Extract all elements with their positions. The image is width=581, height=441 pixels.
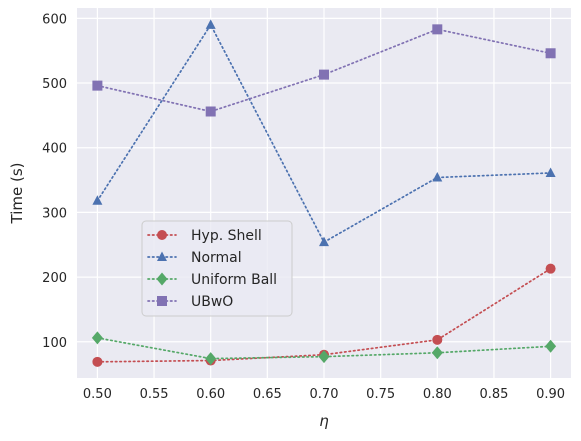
series-uniform-ball xyxy=(91,331,557,366)
y-tick-label: 200 xyxy=(42,271,67,286)
data-point-hyp-shell xyxy=(432,334,443,345)
x-tick-label: 0.80 xyxy=(423,387,452,402)
data-point-normal xyxy=(92,195,103,205)
data-point-normal xyxy=(432,171,443,182)
x-tick-label: 0.60 xyxy=(196,387,225,402)
x-tick-label: 0.70 xyxy=(310,387,339,402)
data-point-normal xyxy=(319,236,329,247)
data-point-normal xyxy=(205,19,216,29)
data-point-ubwo xyxy=(205,106,216,117)
x-tick-labels: 0.50 0.55 0.60 0.65 0.70 0.75 0.80 0.85 0.90 xyxy=(83,387,565,402)
data-point-uniform-ball xyxy=(431,346,443,360)
legend-label-ubwo: UBwO xyxy=(191,294,233,310)
legend-marker-normal xyxy=(157,251,167,261)
series-normal xyxy=(92,19,556,247)
legend-marker-uniform-ball xyxy=(156,272,168,286)
legend-label-normal: Normal xyxy=(191,250,242,266)
data-point-normal xyxy=(545,167,556,177)
data-point-uniform-ball xyxy=(545,339,557,353)
y-tick-label: 100 xyxy=(42,336,67,351)
y-tick-label: 600 xyxy=(42,12,67,27)
y-tick-label: 500 xyxy=(42,77,67,92)
data-point-hyp-shell xyxy=(92,356,103,367)
data-point-uniform-ball xyxy=(205,352,217,366)
y-axis-label: Time (s) xyxy=(8,163,26,225)
y-tick-label: 400 xyxy=(42,142,67,157)
series-line-uniform-ball xyxy=(96,337,552,360)
legend-label-uniform-ball: Uniform Ball xyxy=(191,272,277,288)
legend-marker-hyp-shell xyxy=(157,230,167,240)
data-point-uniform-ball xyxy=(318,350,330,364)
grid xyxy=(77,8,571,378)
data-point-ubwo xyxy=(432,24,443,35)
legend: Hyp. Shell Normal Uniform Ball UBwO xyxy=(141,220,293,317)
x-tick-label: 0.55 xyxy=(140,387,169,402)
legend-marker-ubwo xyxy=(157,296,167,306)
series-ubwo xyxy=(92,24,556,117)
data-point-ubwo xyxy=(319,69,329,80)
y-tick-label: 300 xyxy=(42,206,67,221)
series-layer xyxy=(91,19,557,367)
x-axis-label: η xyxy=(319,412,329,430)
data-point-hyp-shell xyxy=(545,263,556,274)
y-tick-labels: 100 200 300 400 500 600 xyxy=(42,12,67,350)
x-tick-label: 0.50 xyxy=(83,387,112,402)
data-point-ubwo xyxy=(545,48,556,59)
data-point-uniform-ball xyxy=(91,331,103,345)
x-tick-label: 0.75 xyxy=(366,387,395,402)
legend-box xyxy=(141,220,293,317)
legend-label-hyp-shell: Hyp. Shell xyxy=(191,228,262,244)
x-tick-label: 0.90 xyxy=(536,387,565,402)
x-tick-label: 0.65 xyxy=(253,387,282,402)
x-tick-label: 0.85 xyxy=(479,387,508,402)
data-point-ubwo xyxy=(92,80,103,91)
